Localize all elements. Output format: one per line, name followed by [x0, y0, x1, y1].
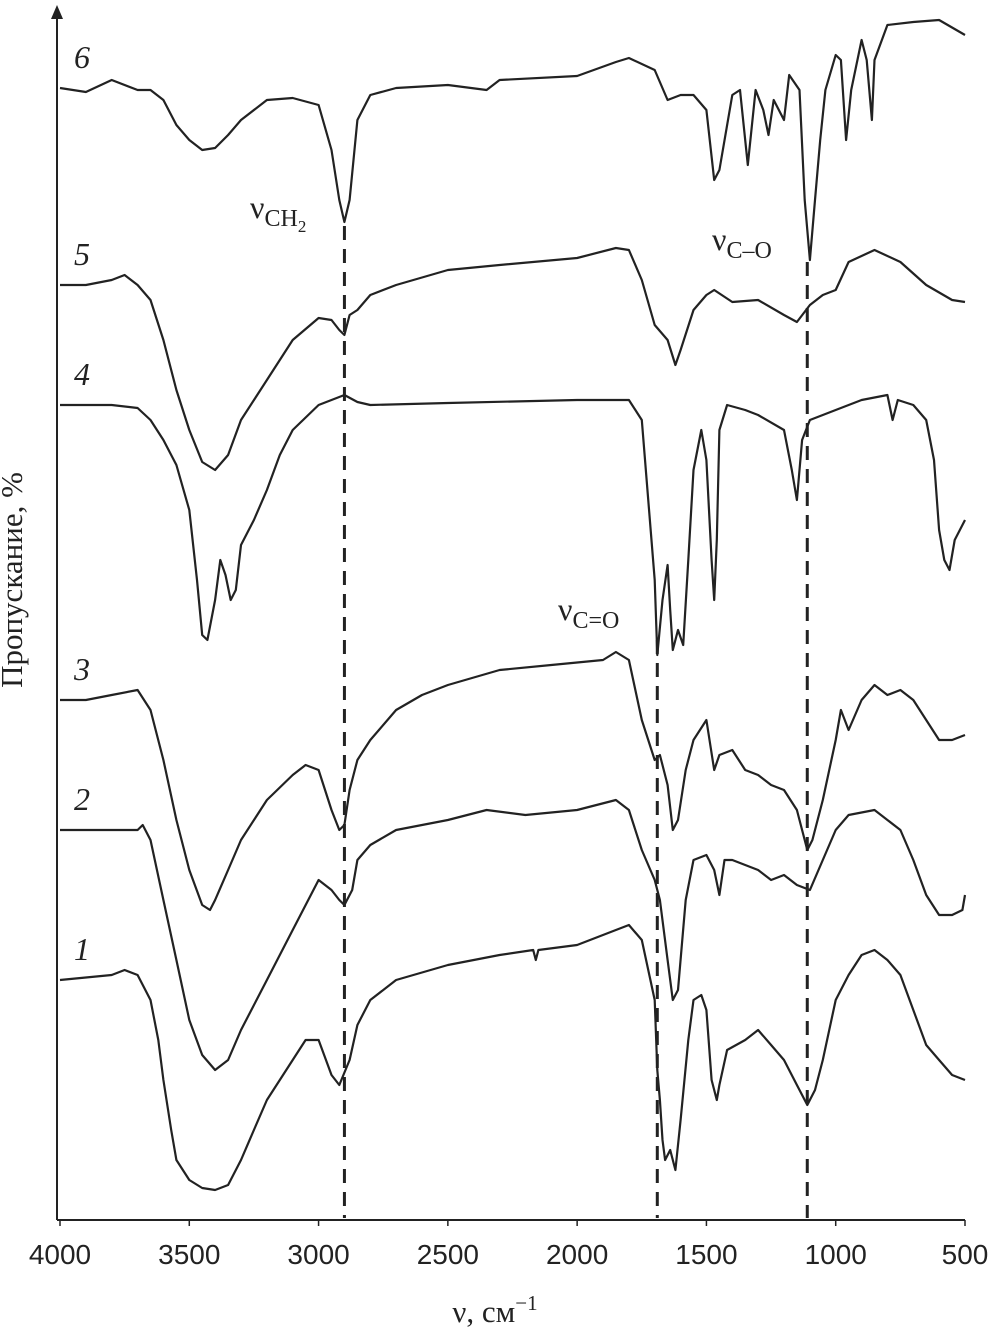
y-axis-label: Пропускание, %: [0, 472, 29, 688]
band-label: νC=O: [558, 591, 619, 634]
series-label: 3: [73, 651, 90, 687]
band-sub-subscript: 2: [298, 217, 307, 236]
x-axis-label-text: ν, см: [452, 1294, 515, 1329]
x-tick-label: 2000: [546, 1239, 608, 1270]
x-tick-label: 4000: [29, 1239, 91, 1270]
x-tick-label: 3000: [287, 1239, 349, 1270]
x-tick-label: 2500: [417, 1239, 479, 1270]
x-axis-label: ν, см−1: [452, 1291, 537, 1329]
band-symbol: ν: [250, 189, 264, 225]
x-axis-label-superscript: −1: [515, 1291, 537, 1315]
spectrum-line: [60, 650, 966, 912]
x-tick-label: 3500: [158, 1239, 220, 1270]
band-label: νC–O: [712, 221, 772, 264]
spectrum-line: [59, 18, 966, 262]
x-tick-label: 500: [942, 1239, 989, 1270]
band-subscript: C–O: [726, 238, 771, 264]
band-symbol: ν: [558, 591, 572, 627]
band-symbol: ν: [712, 221, 726, 257]
band-subscript: C=O: [572, 608, 619, 634]
series-label: 1: [74, 931, 90, 967]
series-label: 2: [74, 781, 90, 817]
x-tick-label: 1000: [805, 1239, 867, 1270]
y-axis-arrow: [51, 5, 63, 19]
series-label: 5: [74, 236, 90, 272]
band-subscript: CH: [264, 206, 297, 232]
spectrum-line: [60, 246, 966, 472]
series-label: 6: [74, 39, 90, 75]
series-label: 4: [74, 356, 90, 392]
spectrum-line: [59, 923, 966, 1192]
band-label: νCH2: [250, 189, 306, 236]
x-tick-label: 1500: [675, 1239, 737, 1270]
spectrum-line: [60, 798, 967, 1072]
spectrum-line: [60, 393, 966, 657]
